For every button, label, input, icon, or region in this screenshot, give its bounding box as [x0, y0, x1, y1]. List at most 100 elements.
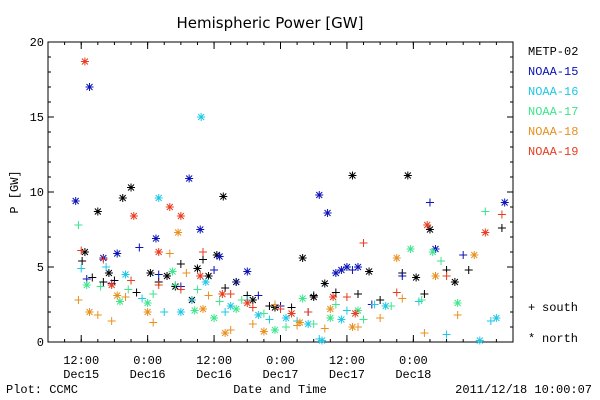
- data-point-north: [212, 251, 221, 259]
- south-symbol: +: [528, 301, 535, 315]
- data-point-south: [93, 311, 102, 319]
- data-point-north: [113, 249, 122, 258]
- data-point-north: [351, 309, 360, 318]
- data-point-south: [154, 281, 163, 289]
- data-point-south: [497, 210, 506, 219]
- data-point-north: [450, 278, 459, 286]
- data-point-north: [199, 305, 207, 313]
- data-point-north: [151, 234, 160, 243]
- data-point-north: [185, 174, 194, 183]
- data-point-south: [392, 288, 401, 297]
- series-metp-02: [78, 171, 506, 312]
- data-point-south: [74, 221, 83, 229]
- data-point-south: [376, 296, 385, 304]
- data-point-north: [323, 209, 332, 217]
- data-point-north: [85, 83, 94, 91]
- data-point-north: [204, 272, 213, 280]
- data-point-south: [265, 302, 274, 310]
- data-point-north: [298, 254, 307, 262]
- data-point-south: [270, 300, 279, 309]
- data-point-north: [190, 306, 199, 315]
- data-point-north: [470, 251, 479, 259]
- data-point-south: [342, 306, 351, 315]
- data-point-south: [221, 284, 230, 292]
- data-point-north: [337, 266, 346, 274]
- data-point-north: [226, 302, 235, 310]
- data-point-north: [85, 308, 94, 316]
- data-point-south: [77, 246, 86, 255]
- data-point-north: [196, 225, 205, 234]
- legend-entry: NOAA-18: [528, 125, 578, 139]
- data-point-north: [381, 302, 390, 310]
- data-point-south: [78, 257, 87, 265]
- data-point-south: [425, 198, 434, 207]
- data-point-south: [320, 324, 329, 333]
- data-point-north: [423, 221, 432, 229]
- data-point-south: [182, 269, 191, 277]
- data-point-south: [226, 290, 235, 298]
- data-point-north: [492, 314, 501, 322]
- marker-legend: + south * north: [528, 301, 578, 346]
- x-tick-label-date: Dec16: [196, 368, 232, 382]
- data-point-north: [82, 281, 91, 289]
- data-point-north: [337, 315, 346, 324]
- y-tick-label: 15: [30, 111, 44, 125]
- data-point-north: [453, 299, 462, 307]
- series-noaa-18: [74, 228, 479, 337]
- y-axis-ticks: 0 5 10 15 20: [30, 36, 513, 350]
- data-point-north: [121, 270, 130, 279]
- data-point-north: [304, 320, 313, 328]
- data-point-south: [232, 278, 241, 286]
- footer-timestamp: 2011/12/18 10:00:07: [455, 383, 592, 397]
- data-point-south: [154, 270, 163, 279]
- data-point-north: [425, 225, 434, 234]
- data-point-north: [248, 296, 257, 304]
- data-point-north: [176, 212, 185, 220]
- data-points: [71, 57, 509, 345]
- data-point-north: [168, 267, 177, 276]
- data-point-south: [282, 323, 291, 331]
- data-point-north: [129, 212, 138, 220]
- data-point-south: [248, 303, 257, 312]
- data-point-south: [171, 281, 180, 289]
- data-point-north: [254, 311, 263, 319]
- data-point-north: [165, 203, 174, 211]
- data-point-south: [74, 296, 83, 304]
- data-point-south: [442, 272, 451, 280]
- data-point-south: [77, 264, 86, 273]
- data-point-south: [276, 305, 285, 313]
- south-legend-label: south: [542, 301, 578, 315]
- data-point-south: [176, 285, 185, 294]
- legend-entry: NOAA-17: [528, 105, 578, 119]
- x-tick-label-time: 12:00: [63, 354, 99, 368]
- data-point-north: [318, 336, 327, 345]
- data-point-north: [282, 314, 291, 322]
- data-point-north: [143, 299, 152, 307]
- x-axis-label: Date and Time: [233, 383, 327, 397]
- data-point-north: [315, 191, 324, 199]
- data-point-south: [199, 248, 207, 256]
- data-point-south: [160, 308, 169, 316]
- data-point-north: [406, 245, 415, 253]
- data-point-south: [370, 300, 379, 309]
- x-tick-label-time: 0:00: [399, 354, 428, 368]
- data-point-north: [197, 113, 206, 121]
- data-point-north: [412, 273, 421, 282]
- x-tick-label-time: 0:00: [266, 354, 295, 368]
- x-tick-label-date: Dec15: [63, 368, 99, 382]
- data-point-north: [298, 294, 307, 303]
- data-point-south: [304, 308, 313, 316]
- data-point-south: [359, 239, 368, 247]
- data-point-north: [115, 297, 124, 306]
- data-point-north: [475, 336, 484, 345]
- data-point-north: [259, 327, 268, 336]
- data-point-north: [163, 272, 172, 280]
- legend-entry: NOAA-19: [528, 145, 578, 159]
- plot-frame: [47, 41, 514, 343]
- data-point-south: [497, 224, 506, 232]
- x-axis-ticks: 12:00Dec150:00Dec1612:00Dec160:00Dec1712…: [63, 42, 497, 382]
- data-point-north: [365, 267, 374, 276]
- data-point-north: [287, 309, 296, 318]
- data-point-north: [196, 272, 205, 280]
- data-point-south: [149, 290, 158, 298]
